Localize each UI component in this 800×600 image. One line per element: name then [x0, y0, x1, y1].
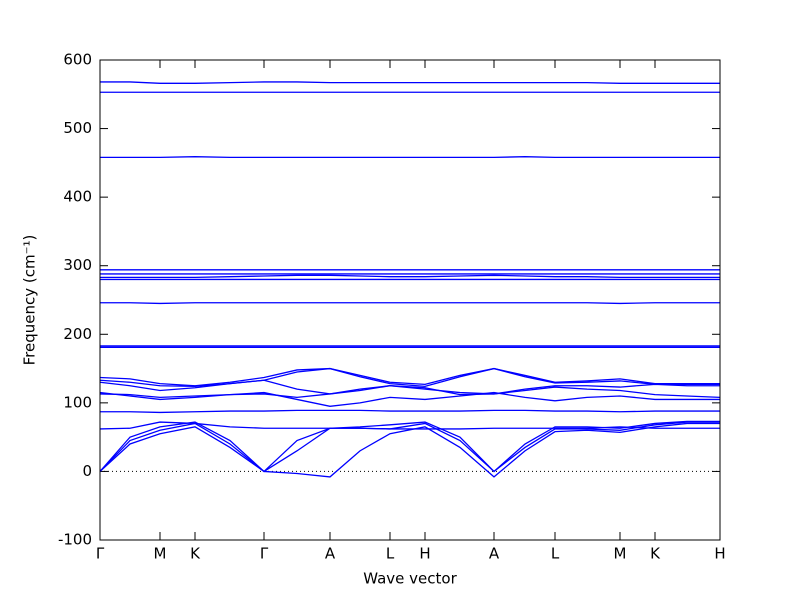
x-tick-label: M	[154, 545, 167, 563]
y-tick-label: -100	[58, 531, 92, 549]
y-tick-label: 500	[63, 119, 92, 137]
band-line	[100, 81, 720, 84]
band-line	[99, 421, 720, 430]
x-tick-label: H	[419, 545, 430, 563]
band-line	[100, 409, 720, 414]
x-tick-label: A	[325, 545, 336, 563]
y-tick-label: 400	[63, 188, 92, 206]
band-line	[100, 156, 720, 159]
band-line	[99, 391, 720, 407]
band-line	[99, 422, 720, 478]
band-line	[99, 385, 721, 399]
y-axis-label: Frequency (cm⁻¹)	[21, 235, 39, 366]
band-line	[99, 379, 720, 395]
x-axis-label: Wave vector	[363, 570, 457, 588]
y-tick-label: 100	[63, 393, 92, 411]
y-tick-label: 600	[63, 51, 92, 69]
band-line	[99, 421, 720, 473]
x-tick-label: A	[489, 545, 500, 563]
band-line	[100, 274, 720, 279]
x-tick-label: L	[551, 545, 560, 563]
band-line	[99, 367, 720, 387]
plot-frame	[99, 59, 721, 541]
x-tick-label: M	[614, 545, 627, 563]
x-tick-label: K	[650, 545, 661, 563]
x-tick-label: K	[190, 545, 201, 563]
x-tick-label: L	[386, 545, 395, 563]
x-tick-label: H	[714, 545, 725, 563]
band-line	[99, 420, 720, 473]
y-tick-label: 200	[63, 325, 92, 343]
band-line	[99, 367, 720, 388]
y-tick-label: 300	[63, 256, 92, 274]
band-line	[100, 302, 720, 305]
y-tick-label: 0	[82, 462, 92, 480]
x-tick-label: Γ	[260, 545, 269, 563]
x-tick-label: Γ	[96, 545, 105, 563]
